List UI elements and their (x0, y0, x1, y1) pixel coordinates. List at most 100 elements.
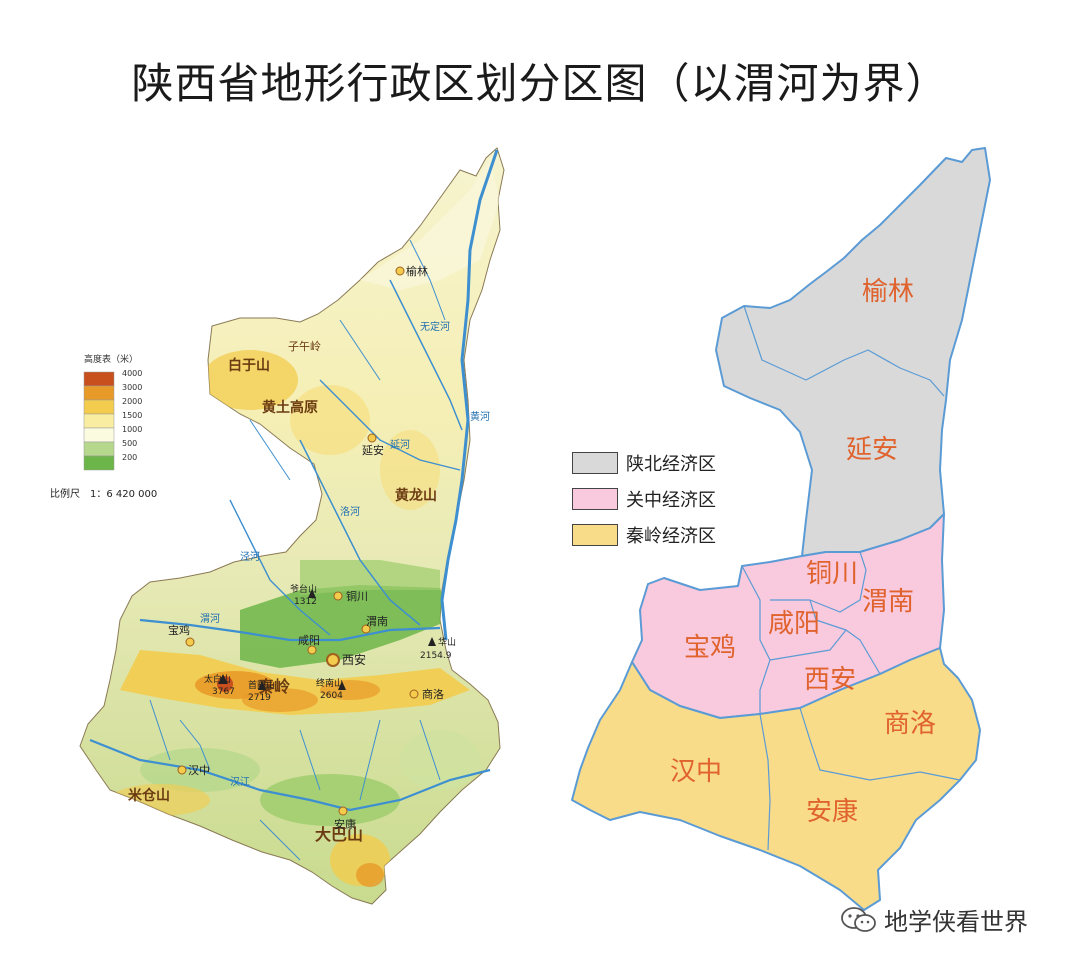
label-huanghe: 黄河 (470, 410, 490, 423)
city-yulin: 榆林 (395, 264, 428, 278)
svg-text:3767: 3767 (212, 687, 235, 697)
city-yanan: 延安 (362, 433, 384, 457)
label-huanglong: 黄龙山 (395, 487, 437, 504)
legend-label: 陕北经济区 (626, 454, 716, 475)
region-baoji: 宝鸡 (684, 633, 736, 663)
region-hanzhong: 汉中 (670, 757, 722, 787)
page-title: 陕西省地形行政区划分区图（以渭河为界） (131, 59, 949, 108)
watermark-text: 地学侠看世界 (884, 908, 1028, 936)
elevation-level-label: 2000 (122, 397, 142, 406)
watermark: 地学侠看世界 (840, 902, 1028, 937)
scale-label: 比例尺 1：6 420 000 (50, 487, 157, 500)
svg-text:首阳山: 首阳山 (248, 679, 275, 691)
svg-text:渭南: 渭南 (366, 615, 388, 628)
label-qinling: 秦岭 (257, 677, 290, 696)
elevation-level-label: 200 (122, 453, 137, 462)
legend-label: 关中经济区 (626, 490, 716, 511)
region-yanan: 延安 (846, 435, 898, 465)
elevation-swatch (83, 441, 115, 457)
region-ankang: 安康 (806, 797, 858, 827)
elevation-legend: 高度表（米） 4000 3000 2000 1500 1000 500 200 (83, 353, 142, 471)
elevation-swatch (83, 399, 115, 415)
wechat-icon (840, 905, 878, 935)
svg-text:太白山: 太白山 (204, 673, 231, 685)
legend-item-shaanbei: 陕北经济区 (572, 445, 716, 481)
peak-shouyang: 首阳山 2719 (248, 679, 275, 703)
wei-river (139, 618, 441, 642)
label-weihe: 渭河 (200, 613, 220, 625)
zone-qinling (571, 647, 981, 911)
peak-huashan: 华山 2154.9 (420, 636, 456, 661)
label-ziwu: 子午岭 (288, 339, 321, 353)
city-xianyang: 咸阳 (298, 634, 320, 655)
label-micang: 米仓山 (128, 787, 170, 804)
city-tongchuan: 铜川 (333, 589, 368, 603)
yan-river (319, 379, 461, 471)
region-shangluo: 商洛 (884, 709, 936, 739)
topographic-map: 白于山 黄土高原 黄龙山 秦岭 大巴山 米仓山 无定河 延河 洛河 泾河 渭河 … (50, 147, 505, 905)
peak-yetai: 爷台山 1312 (290, 583, 317, 607)
legend-item-qinling: 秦岭经济区 (572, 517, 716, 553)
svg-text:安康: 安康 (334, 817, 356, 831)
elevation-legend-title: 高度表（米） (84, 353, 138, 365)
peak-zhongnan: 终南山 2604 (316, 677, 346, 701)
elevation-level-label: 1500 (122, 411, 142, 420)
city-baoji: 宝鸡 (168, 623, 195, 647)
legend-swatch (572, 452, 618, 474)
elevation-swatch (83, 455, 115, 471)
jing-river (229, 499, 331, 636)
svg-text:2604: 2604 (320, 691, 343, 701)
region-tongchuan: 铜川 (806, 559, 858, 589)
wuding-river (389, 279, 463, 431)
svg-text:1312: 1312 (294, 597, 317, 607)
svg-text:延安: 延安 (362, 443, 384, 457)
legend-swatch (572, 524, 618, 546)
economic-zone-map (571, 147, 991, 911)
city-ankang: 安康 (334, 806, 356, 831)
elevation-swatch (83, 371, 115, 387)
elevation-level-label: 1000 (122, 425, 142, 434)
economic-zone-legend: 陕北经济区 关中经济区 秦岭经济区 (572, 445, 716, 553)
rivers (89, 149, 499, 861)
svg-text:终南山: 终南山 (316, 677, 343, 689)
svg-text:西安: 西安 (342, 652, 366, 667)
svg-text:商洛: 商洛 (422, 687, 444, 701)
label-daba: 大巴山 (315, 825, 363, 844)
region-xian: 西安 (804, 665, 856, 695)
svg-text:2154.9: 2154.9 (420, 651, 452, 661)
city-weinan: 渭南 (361, 615, 388, 634)
label-luohe: 洛河 (340, 505, 360, 518)
elevation-level-label: 500 (122, 439, 137, 448)
region-labels: 榆林 延安 铜川 渭南 咸阳 宝鸡 西安 商洛 汉中 安康 (670, 277, 936, 827)
svg-text:华山: 华山 (438, 636, 456, 648)
label-yanhe: 延河 (390, 439, 410, 451)
svg-text:铜川: 铜川 (346, 589, 368, 603)
region-xianyang: 咸阳 (768, 609, 820, 639)
svg-text:汉中: 汉中 (188, 764, 210, 777)
region-yulin: 榆林 (862, 277, 914, 307)
svg-text:爷台山: 爷台山 (290, 583, 317, 595)
label-wuding: 无定河 (420, 320, 450, 333)
region-weinan: 渭南 (862, 587, 914, 617)
label-hanjiang: 汉江 (230, 776, 250, 788)
svg-text:咸阳: 咸阳 (298, 634, 320, 647)
legend-swatch (572, 488, 618, 510)
yellow-river (440, 149, 499, 641)
luo-river (299, 439, 421, 626)
label-huangtu: 黄土高原 (262, 399, 318, 416)
elevation-level-label: 3000 (122, 383, 142, 392)
terrain-shading (110, 160, 500, 887)
elevation-level-label: 4000 (122, 369, 142, 378)
elevation-swatch (83, 385, 115, 401)
zone-shaanbei (715, 147, 991, 557)
svg-text:2719: 2719 (248, 693, 271, 703)
svg-text:宝鸡: 宝鸡 (168, 623, 190, 637)
peak-taibai: 太白山 3767 (204, 673, 235, 697)
legend-label: 秦岭经济区 (626, 526, 716, 547)
elevation-swatch (83, 413, 115, 429)
label-jinghe: 泾河 (240, 550, 260, 563)
city-shangluo: 商洛 (409, 687, 444, 701)
legend-item-guanzhong: 关中经济区 (572, 481, 716, 517)
elevation-swatch (83, 427, 115, 443)
